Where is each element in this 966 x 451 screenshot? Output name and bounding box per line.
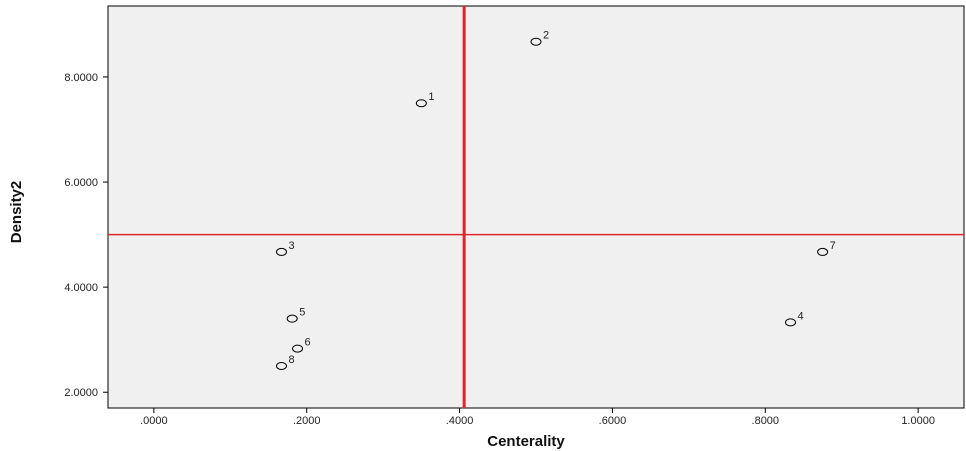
data-point-marker [415,99,427,108]
x-tick-label: .0000 [140,415,168,427]
x-tick-label: 1.0000 [901,415,935,427]
data-point-marker [785,318,797,327]
y-tick-label: 6.0000 [64,177,98,189]
data-point-marker [275,247,287,256]
data-point-marker [275,361,287,370]
data-point-label: 7 [830,240,836,252]
data-point-marker [530,37,542,46]
data-point-marker [817,247,829,256]
x-tick-label: .2000 [293,415,321,427]
data-point-label: 6 [305,337,311,349]
x-tick-label: .4000 [446,415,474,427]
x-axis: .0000 .2000 .4000 .6000 .8000 1.0000 [140,408,935,427]
y-axis: 2.0000 4.0000 6.0000 8.0000 [64,72,108,399]
data-points: 1 2 3 4 5 6 7 8 [275,30,836,370]
x-tick-label: .6000 [599,415,627,427]
y-axis-title: Density2 [8,181,25,244]
data-point-marker [286,314,298,323]
data-point-label: 1 [428,91,434,103]
y-tick-label: 8.0000 [64,72,98,84]
reference-lines [108,6,964,408]
x-tick-label: .8000 [752,415,780,427]
plot-area [107,5,965,409]
data-point-label: 5 [299,307,305,319]
x-axis-title: Centerality [487,433,565,450]
data-point-label: 2 [543,30,549,42]
y-tick-label: 4.0000 [64,282,98,294]
data-point-label: 3 [288,240,294,252]
data-point-label: 8 [288,354,294,366]
data-point-label: 4 [798,310,804,322]
data-point-marker [292,344,304,353]
y-tick-label: 2.0000 [64,387,98,399]
